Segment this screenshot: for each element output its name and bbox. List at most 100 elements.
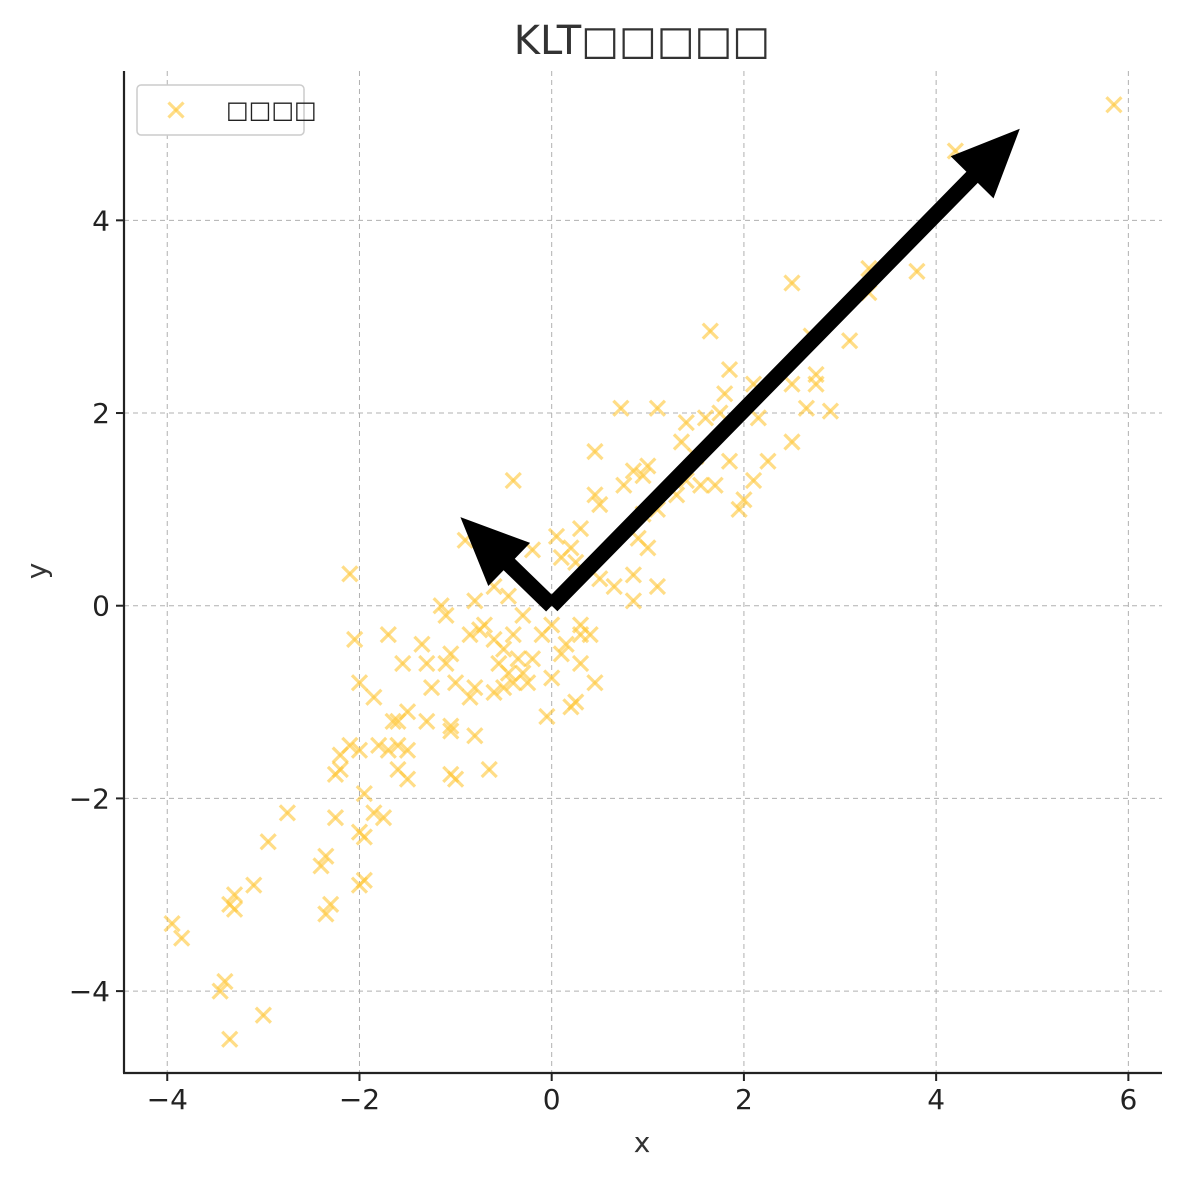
data-point bbox=[389, 736, 407, 755]
data-point bbox=[466, 678, 484, 697]
data-point bbox=[639, 539, 657, 557]
data-point bbox=[442, 722, 460, 740]
legend-x-marker bbox=[167, 101, 185, 119]
data-point bbox=[571, 654, 590, 673]
data-point bbox=[821, 402, 840, 420]
data-point bbox=[418, 712, 436, 730]
grid-lines bbox=[124, 71, 1162, 1073]
data-point bbox=[783, 433, 801, 451]
data-point bbox=[543, 669, 561, 687]
data-point bbox=[716, 385, 734, 403]
data-point bbox=[730, 500, 748, 519]
data-point bbox=[437, 654, 455, 673]
data-point bbox=[908, 262, 926, 281]
data-point bbox=[350, 674, 369, 692]
data-point bbox=[350, 741, 369, 759]
data-point bbox=[480, 760, 498, 779]
data-point bbox=[591, 570, 609, 588]
data-point bbox=[499, 587, 518, 605]
data-point bbox=[562, 698, 580, 716]
data-point bbox=[466, 592, 484, 610]
data-point bbox=[370, 736, 388, 755]
data-point bbox=[547, 527, 566, 545]
data-point bbox=[418, 654, 436, 673]
data-point bbox=[571, 520, 590, 538]
chart-title: KLT□□□□□ bbox=[514, 18, 770, 64]
data-point bbox=[759, 452, 777, 470]
data-point bbox=[341, 565, 359, 583]
data-point bbox=[706, 476, 724, 494]
data-point bbox=[470, 621, 489, 639]
data-point bbox=[624, 566, 643, 584]
data-point bbox=[624, 462, 643, 480]
data-point bbox=[783, 274, 801, 292]
y-axis-label: y bbox=[20, 563, 53, 580]
data-point bbox=[648, 577, 667, 596]
data-point bbox=[394, 654, 412, 673]
legend-label: □□□□ bbox=[226, 96, 317, 124]
data-point bbox=[696, 409, 715, 427]
data-point bbox=[744, 471, 763, 490]
data-point bbox=[312, 857, 330, 875]
y-tick-label: −2 bbox=[69, 782, 110, 815]
data-point bbox=[446, 674, 465, 692]
data-point bbox=[379, 741, 397, 759]
data-point bbox=[326, 809, 345, 827]
data-point bbox=[317, 905, 335, 923]
x-tick-label: 0 bbox=[543, 1083, 561, 1116]
data-point bbox=[355, 828, 373, 846]
data-point bbox=[225, 886, 244, 904]
data-point bbox=[612, 399, 630, 417]
data-point bbox=[624, 592, 643, 610]
data-point bbox=[1105, 96, 1123, 114]
data-point bbox=[519, 674, 537, 692]
data-point bbox=[259, 833, 277, 851]
data-point bbox=[552, 645, 570, 663]
data-point bbox=[499, 664, 518, 682]
data-point bbox=[163, 915, 181, 933]
legend-marker bbox=[167, 101, 185, 119]
data-point bbox=[346, 630, 364, 649]
data-point bbox=[648, 399, 667, 417]
data-point bbox=[735, 491, 753, 509]
data-point bbox=[398, 741, 417, 759]
data-point bbox=[216, 972, 234, 991]
data-point bbox=[701, 322, 719, 340]
data-point bbox=[446, 770, 465, 788]
data-point bbox=[389, 712, 407, 730]
y-tick-label: 4 bbox=[92, 204, 110, 237]
data-point bbox=[797, 399, 816, 417]
data-point bbox=[398, 770, 417, 788]
axes bbox=[122, 71, 1162, 1075]
data-point bbox=[720, 452, 739, 470]
data-point bbox=[254, 1006, 272, 1024]
legend: □□□□ bbox=[136, 84, 317, 136]
y-tick-label: 0 bbox=[92, 590, 110, 623]
data-point bbox=[783, 375, 801, 393]
data-point bbox=[504, 674, 522, 692]
data-point bbox=[461, 625, 479, 644]
data-point bbox=[720, 361, 739, 379]
data-point bbox=[504, 471, 522, 490]
x-tick-label: 6 bbox=[1119, 1083, 1137, 1116]
data-point bbox=[504, 625, 522, 644]
x-tick-label: −2 bbox=[339, 1083, 380, 1116]
axis-ticks: −4 −2 0 2 4 6 −4 −2 0 2 4 bbox=[69, 204, 1138, 1116]
x-axis-label: x bbox=[634, 1126, 651, 1159]
data-point bbox=[552, 548, 570, 567]
data-point bbox=[634, 467, 652, 485]
data-point bbox=[538, 707, 556, 726]
data-point bbox=[245, 876, 263, 894]
data-point bbox=[615, 476, 633, 494]
second-principal-axis-arrow bbox=[460, 517, 558, 612]
data-point bbox=[442, 645, 460, 663]
data-point bbox=[841, 332, 859, 350]
data-point bbox=[509, 650, 527, 668]
data-point bbox=[322, 895, 340, 914]
data-point bbox=[461, 688, 479, 706]
data-point bbox=[514, 606, 532, 624]
x-tick-label: −4 bbox=[147, 1083, 188, 1116]
data-point bbox=[466, 727, 484, 745]
legend-box bbox=[136, 84, 305, 136]
